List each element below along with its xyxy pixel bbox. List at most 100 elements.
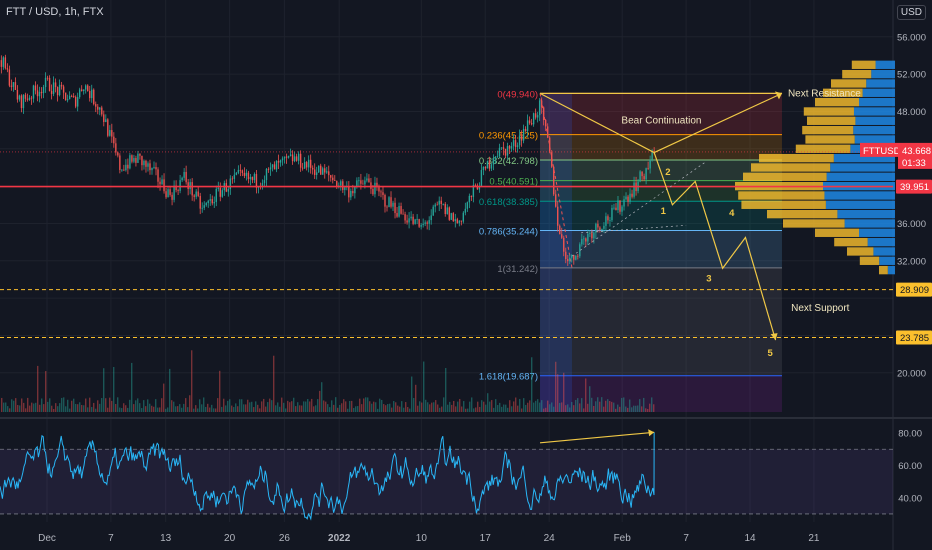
volume-bar [159,407,161,412]
volume-bar [65,406,67,412]
candle-body [121,169,123,171]
candle-body [89,90,91,99]
volume-bar [55,403,57,412]
candle-body [137,153,139,163]
candle-body [569,257,571,262]
candle-body [127,164,129,169]
volume-bar [225,405,227,412]
volume-bar [425,399,427,412]
candle-body [32,85,35,99]
candle-body [406,220,408,223]
currency-badge[interactable]: USD [896,5,926,20]
symbol-title[interactable]: FTT / USD, 1h, FTX [6,6,104,18]
volume-bar [215,408,217,412]
volume-bar [257,404,259,412]
volume-bar [223,398,225,412]
candle-body [6,68,9,70]
volume-bar [181,407,183,412]
volume-bar [423,361,425,412]
volume-bar [597,397,599,412]
volume-bar [41,398,43,412]
volume-bar [611,401,613,412]
volume-bar [151,405,153,412]
candle-body [520,135,523,141]
volume-bar [417,405,419,412]
candle-body [169,189,171,195]
volume-profile-up [871,69,895,79]
volume-profile-down [767,209,838,219]
volume-bar [173,401,175,412]
volume-bar [313,406,315,412]
candle-body [450,213,452,220]
time-axis-tick: 2022 [328,533,351,544]
candle-body [64,92,67,101]
volume-bar [135,400,137,412]
candle-body [38,91,41,97]
rsi-axis-tick: 40.00 [898,493,922,504]
volume-bar [73,398,75,412]
volume-bar [351,400,353,412]
volume-bar [507,407,509,412]
volume-bar [285,408,287,412]
volume-bar [17,405,19,412]
volume-bar [143,400,145,412]
volume-bar [57,406,59,412]
volume-bar [209,407,211,412]
volume-bar [441,406,443,412]
volume-bar [129,399,131,412]
volume-bar [247,399,249,412]
volume-bar [21,398,23,412]
candle-body [540,100,543,108]
volume-bar [199,399,201,412]
volume-bar [197,408,199,412]
volume-bar [29,405,31,412]
rsi-divergence-line [539,431,655,444]
candle-body [571,255,573,258]
candle-body [307,159,310,168]
candle-body [34,85,37,91]
candle-body [330,175,332,178]
candle-body [309,159,312,168]
volume-bar [235,403,237,412]
volume-bar [543,408,545,412]
volume-bar [307,399,309,412]
candle-body [565,251,567,260]
candle-body [175,185,177,191]
candle-body [508,146,511,149]
volume-bar [13,400,15,412]
volume-bar [523,398,525,412]
candle-body [360,180,362,184]
fib-level-label: 0.5(40.591) [489,177,538,188]
volume-bar [569,407,571,412]
fibonacci-retracement: 0(49.940) 0.236(45.525) 0.382(42.798) 0.5(4… [479,89,782,413]
volume-bar [619,406,621,412]
volume-bar [559,402,561,412]
candle-body [113,136,115,144]
candle-body [398,206,400,217]
volume-bar [505,404,507,412]
volume-bar [429,404,431,412]
price-axis-tick: 20.000 [897,368,926,379]
wave-label: 1 [661,206,667,217]
candle-body [645,168,647,180]
volume-bar [499,402,501,412]
candle-body [621,206,623,212]
volume-bar [411,376,413,412]
volume-bar [93,402,95,412]
volume-profile-down [741,200,826,209]
volume-bar [489,401,491,412]
volume-bar [371,403,373,412]
volume-bar [179,404,181,412]
volume-bar [295,406,297,412]
candle-body [380,191,382,193]
volume-bar [353,407,355,412]
candle-body [273,164,276,170]
candle-body [285,156,288,158]
candle-body [555,194,557,207]
volume-bar [385,405,387,412]
volume-bar [207,403,209,412]
volume-profile-up [873,247,895,256]
volume-profile-down [803,107,854,116]
candle-body [44,77,47,88]
